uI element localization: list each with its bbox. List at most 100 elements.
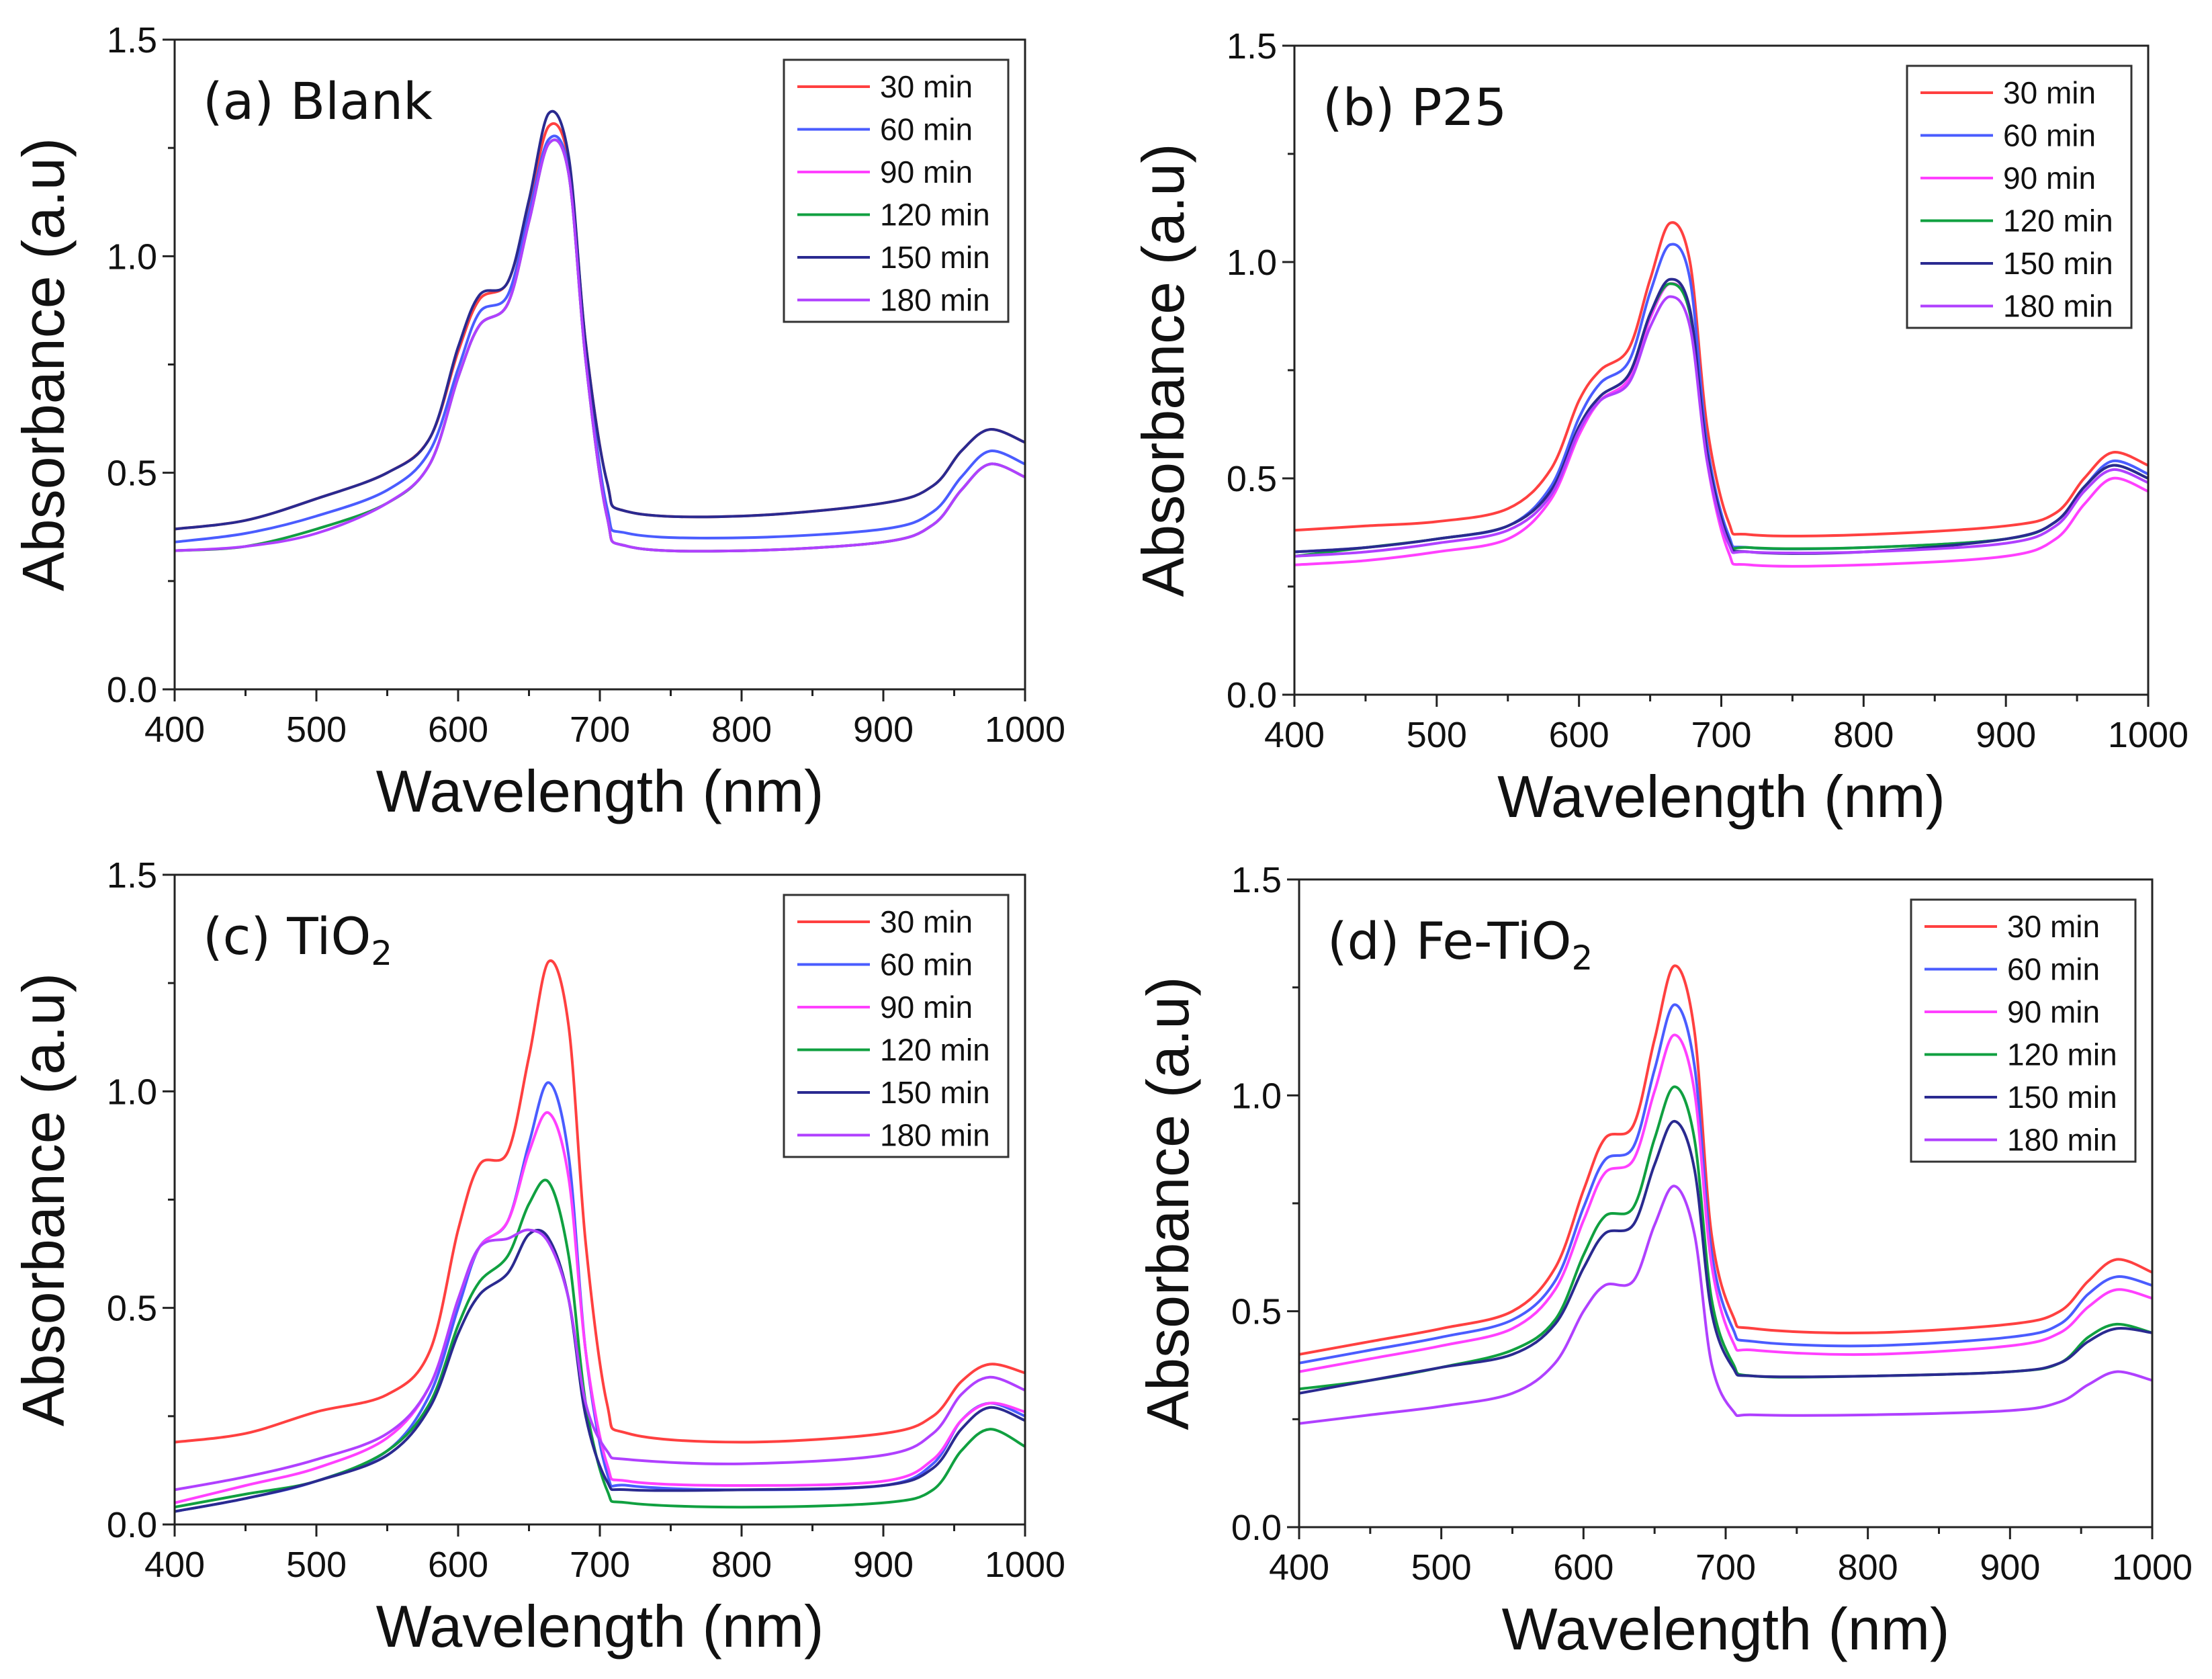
- y-tick-label: 0.5: [1231, 1292, 1282, 1332]
- legend-label: 150 min: [2003, 246, 2113, 281]
- y-tick-label: 0.5: [107, 454, 157, 494]
- x-tick-label: 700: [1691, 715, 1751, 755]
- series-line-120-min: [175, 1178, 1025, 1509]
- legend-label: 120 min: [2003, 204, 2113, 239]
- x-tick-label: 700: [1695, 1547, 1756, 1588]
- panel-title-main: (b) P25: [1323, 77, 1507, 137]
- panel-title: (c) TiO2: [203, 906, 392, 973]
- series-group: [175, 110, 1025, 553]
- legend-box: [783, 58, 1010, 323]
- panel-title: (a) Blank: [203, 71, 433, 131]
- series-line-30-min: [1299, 964, 2152, 1356]
- y-tick-label: 1.5: [107, 20, 157, 60]
- x-tick-label: 1000: [985, 709, 1065, 750]
- x-tick-label: 500: [286, 1545, 347, 1585]
- x-tick-label: 500: [1407, 715, 1467, 755]
- legend: 30 min 60 min 90 min 120 min 150 min 180 min: [1906, 64, 2133, 329]
- legend: 30 min 60 min 90 min 120 min 150 min 180 min: [783, 894, 1010, 1158]
- panel-title-subscript: 2: [371, 934, 392, 973]
- legend-label: 30 min: [880, 904, 973, 939]
- x-axis-title: Wavelength (nm): [376, 1593, 824, 1660]
- x-tick-label: 500: [286, 709, 347, 750]
- legend: 30 min 60 min 90 min 120 min 150 min 180 min: [783, 58, 1010, 323]
- series-line-180-min: [1299, 1185, 2152, 1425]
- x-tick-label: 900: [1980, 1547, 2040, 1588]
- legend-label: 150 min: [880, 240, 990, 275]
- legend-label: 180 min: [2003, 289, 2113, 324]
- panel-title-main: (c) TiO: [203, 906, 371, 966]
- panel-c: 400 500 600 700 800 900 1000 0.0 0.5 1.0 1.5 Wavele…: [10, 855, 1065, 1660]
- legend: 30 min 60 min 90 min 120 min 150 min 180 min: [1910, 898, 2137, 1163]
- panel-title: (d) Fe-TiO2: [1327, 911, 1593, 978]
- legend-label: 90 min: [880, 990, 973, 1025]
- panel-title: (b) P25: [1323, 77, 1507, 137]
- x-tick-label: 800: [711, 1545, 772, 1585]
- y-tick-label: 0.5: [107, 1289, 157, 1329]
- legend-box: [1906, 64, 2133, 329]
- x-tick-label: 600: [428, 1545, 488, 1585]
- x-tick-label: 400: [1269, 1547, 1329, 1588]
- x-tick-label: 800: [1833, 715, 1894, 755]
- y-tick-label: 0.0: [1231, 1508, 1282, 1548]
- panel-b: 400 500 600 700 800 900 1000 0.0 0.5 1.0 1.5 Wavele…: [1130, 26, 2188, 830]
- series-line-90-min: [1299, 1033, 2152, 1373]
- x-tick-label: 900: [853, 1545, 914, 1585]
- series-group: [1294, 221, 2148, 568]
- y-axis-title: Absorbance (a.u): [1135, 976, 1201, 1430]
- legend-label: 150 min: [880, 1075, 990, 1110]
- legend-label: 60 min: [880, 112, 973, 147]
- x-tick-label: 900: [853, 709, 914, 750]
- series-group: [1299, 964, 2152, 1425]
- x-tick-label: 1000: [985, 1545, 1065, 1585]
- x-tick-label: 900: [1976, 715, 2036, 755]
- y-tick-label: 1.0: [107, 1072, 157, 1112]
- legend-label: 30 min: [880, 69, 973, 104]
- legend-label: 120 min: [880, 198, 990, 232]
- legend-label: 120 min: [2007, 1037, 2117, 1072]
- x-tick-label: 1000: [2108, 715, 2188, 755]
- y-axis-title: Absorbance (a.u): [10, 973, 77, 1426]
- series-line-150-min: [1299, 1119, 2152, 1395]
- x-tick-label: 800: [1838, 1547, 1898, 1588]
- x-tick-label: 600: [1549, 715, 1609, 755]
- y-tick-label: 0.5: [1227, 459, 1277, 499]
- legend-label: 60 min: [880, 947, 973, 982]
- legend-label: 90 min: [880, 155, 973, 189]
- legend-label: 90 min: [2003, 161, 2096, 196]
- x-axis-title: Wavelength (nm): [1502, 1596, 1950, 1662]
- y-tick-label: 1.0: [1227, 243, 1277, 283]
- y-axis-title: Absorbance (a.u): [1130, 143, 1196, 597]
- series-line-180-min: [1294, 295, 2148, 558]
- legend-label: 120 min: [880, 1033, 990, 1068]
- series-line-30-min: [1294, 221, 2148, 537]
- legend-label: 90 min: [2007, 994, 2100, 1029]
- x-tick-label: 600: [1553, 1547, 1613, 1588]
- legend-label: 180 min: [880, 283, 990, 318]
- x-axis-title: Wavelength (nm): [376, 758, 824, 824]
- series-line-150-min: [1294, 277, 2148, 555]
- series-line-150-min: [175, 110, 1025, 531]
- y-tick-label: 1.5: [107, 855, 157, 896]
- series-line-60-min: [1299, 1003, 2152, 1365]
- x-tick-label: 700: [570, 709, 630, 750]
- y-tick-label: 0.0: [107, 670, 157, 710]
- legend-label: 60 min: [2003, 118, 2096, 153]
- x-tick-label: 400: [144, 1545, 205, 1585]
- series-line-30-min: [175, 959, 1025, 1444]
- series-line-90-min: [175, 1111, 1025, 1504]
- legend-label: 30 min: [2007, 909, 2100, 944]
- x-axis-title: Wavelength (nm): [1497, 763, 1945, 830]
- legend-label: 180 min: [2007, 1123, 2117, 1158]
- x-tick-label: 400: [144, 709, 205, 750]
- legend-label: 180 min: [880, 1118, 990, 1153]
- panel-d: 400 500 600 700 800 900 1000 0.0 0.5 1.0 1.5 Wavele…: [1135, 860, 2193, 1662]
- y-tick-label: 1.0: [1231, 1076, 1282, 1116]
- y-tick-label: 0.0: [1227, 675, 1277, 716]
- legend-box: [783, 894, 1010, 1158]
- legend-box: [1910, 898, 2137, 1163]
- y-tick-label: 0.0: [107, 1505, 157, 1545]
- x-tick-label: 800: [711, 709, 772, 750]
- panel-title-main: (d) Fe-TiO: [1327, 911, 1572, 971]
- y-axis-title: Absorbance (a.u): [10, 138, 77, 591]
